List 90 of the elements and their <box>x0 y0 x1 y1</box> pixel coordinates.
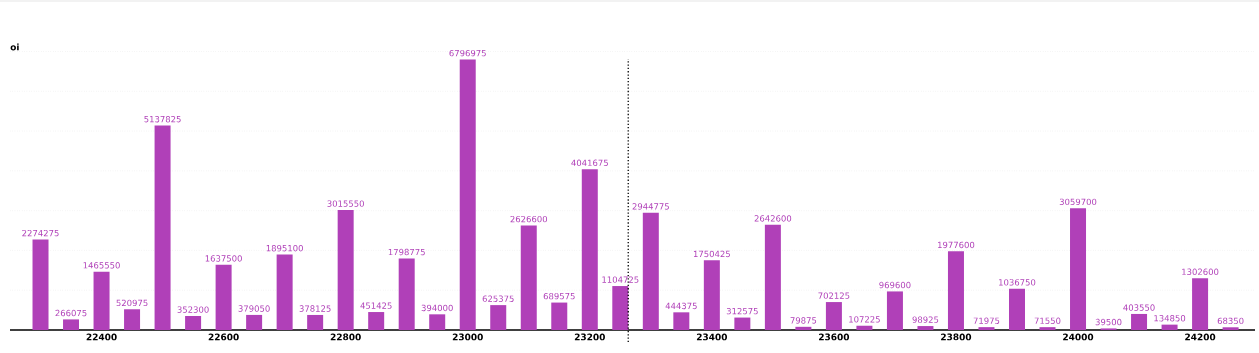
bar <box>459 59 476 330</box>
bar <box>32 239 49 330</box>
data-label: 39500 <box>1095 318 1122 326</box>
data-label: 2274275 <box>22 229 59 237</box>
data-label: 107225 <box>849 316 880 323</box>
data-label: 394000 <box>421 304 453 312</box>
data-label: 71975 <box>973 317 1000 324</box>
data-label: 1465550 <box>83 262 120 269</box>
bar <box>368 312 385 330</box>
data-label: 2626600 <box>510 215 548 223</box>
data-label: 625375 <box>482 295 514 302</box>
data-label: 1750425 <box>693 250 730 258</box>
data-label: 68350 <box>1217 317 1244 325</box>
bar <box>1222 327 1239 330</box>
data-label: 1104725 <box>602 276 639 283</box>
x-tick-label: 23400 <box>696 333 728 341</box>
bar <box>93 271 110 330</box>
bar <box>307 314 324 330</box>
data-label: 352300 <box>177 306 209 313</box>
x-tick-label: 22800 <box>330 333 361 341</box>
data-label: 3015550 <box>327 200 364 207</box>
bar <box>337 210 354 330</box>
data-label: 6796975 <box>449 49 486 57</box>
bar <box>581 169 598 330</box>
bar <box>551 302 568 330</box>
bar <box>642 212 659 330</box>
bar <box>246 314 263 330</box>
data-label: 1036750 <box>999 279 1036 286</box>
bar <box>215 264 232 330</box>
data-label: 79875 <box>790 317 817 324</box>
bar <box>612 286 629 330</box>
y-axis-title: oi <box>10 43 19 51</box>
data-label: 2642600 <box>754 215 792 222</box>
bar <box>429 314 446 330</box>
x-tick-label: 22400 <box>86 333 117 341</box>
bar <box>825 302 842 330</box>
bar <box>917 326 934 330</box>
bar <box>63 319 80 330</box>
bar <box>703 260 720 330</box>
data-label: 312575 <box>726 307 758 315</box>
bar <box>856 325 873 330</box>
data-label: 3059700 <box>1059 198 1097 206</box>
data-label: 4041675 <box>571 159 608 166</box>
data-label: 969600 <box>879 281 911 289</box>
x-tick-label: 23000 <box>452 333 483 341</box>
bar <box>886 291 903 330</box>
data-label: 1637500 <box>205 255 242 262</box>
x-tick-label: 23600 <box>819 333 850 341</box>
data-label: 71550 <box>1034 317 1061 324</box>
x-tick-label: 24200 <box>1185 333 1216 341</box>
bar <box>1131 313 1148 330</box>
data-label: 5137825 <box>144 115 181 123</box>
data-label: 520975 <box>116 299 148 307</box>
bar <box>1070 208 1087 330</box>
data-label: 266075 <box>55 309 87 317</box>
data-label: 1895100 <box>266 245 303 252</box>
bar <box>978 327 995 330</box>
bar <box>764 224 781 330</box>
bar <box>1008 288 1025 330</box>
x-tick-label: 23800 <box>941 333 972 341</box>
data-label: 379050 <box>238 305 270 312</box>
data-label: 1798775 <box>388 248 425 256</box>
bar <box>795 326 812 330</box>
data-label: 444375 <box>665 302 697 310</box>
bar <box>1192 278 1209 330</box>
bar <box>185 315 202 330</box>
bar <box>154 125 171 330</box>
bar <box>276 254 293 330</box>
data-label: 2944775 <box>632 203 669 210</box>
data-label: 378125 <box>299 305 331 312</box>
data-label: 689575 <box>543 292 575 300</box>
x-tick-label: 22600 <box>208 333 239 341</box>
x-tick-label: 23200 <box>574 333 605 341</box>
bar <box>1161 324 1178 330</box>
data-label: 451425 <box>360 302 392 309</box>
data-label: 98925 <box>912 316 939 323</box>
bar <box>734 317 751 330</box>
data-label: 1977600 <box>938 241 975 249</box>
data-label: 1302600 <box>1182 268 1219 275</box>
bar <box>947 251 964 330</box>
bar <box>490 305 507 330</box>
bar <box>1039 327 1056 330</box>
bar <box>673 312 690 330</box>
data-label: 702125 <box>818 292 850 299</box>
bar <box>520 225 537 330</box>
data-label: 134850 <box>1154 315 1186 322</box>
bar <box>398 258 415 330</box>
x-tick-label: 24000 <box>1063 333 1094 341</box>
bar <box>124 309 141 330</box>
data-label: 403550 <box>1123 304 1155 311</box>
